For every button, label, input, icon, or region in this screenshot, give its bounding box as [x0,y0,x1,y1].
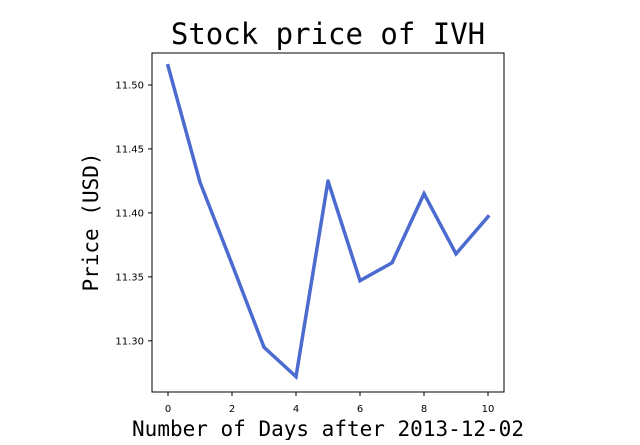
data-point [262,345,266,349]
data-point [390,261,394,265]
y-tick-label: 11.35 [115,272,144,283]
y-tick-label: 11.45 [115,144,144,155]
x-tick-label: 4 [293,404,299,415]
y-tick-label: 11.50 [115,80,144,91]
data-point [326,179,330,183]
x-axis-ticks: 0 2 4 6 8 10 [165,392,495,415]
chart-title: Stock price of IVH [171,17,485,51]
x-tick-label: 8 [421,404,427,415]
data-point [166,64,170,68]
y-axis-label: Price (USD) [79,152,103,291]
data-point [454,252,458,256]
x-tick-label: 0 [165,404,171,415]
series-lines [165,63,491,381]
data-point [358,279,362,283]
plot-area [151,52,505,393]
x-tick-label: 6 [357,404,363,415]
data-point [486,215,490,219]
x-tick-label: 2 [229,404,235,415]
y-tick-label: 11.40 [115,208,144,219]
y-axis-ticks: 11.30 11.35 11.40 11.45 11.50 [115,80,152,347]
y-tick-label: 11.30 [115,336,144,347]
data-point [198,180,202,184]
data-point [230,262,234,266]
x-tick-label: 10 [482,404,495,415]
data-point [422,192,426,196]
x-axis-label: Number of Days after 2013-12-02 [132,417,524,440]
data-point [294,374,298,379]
